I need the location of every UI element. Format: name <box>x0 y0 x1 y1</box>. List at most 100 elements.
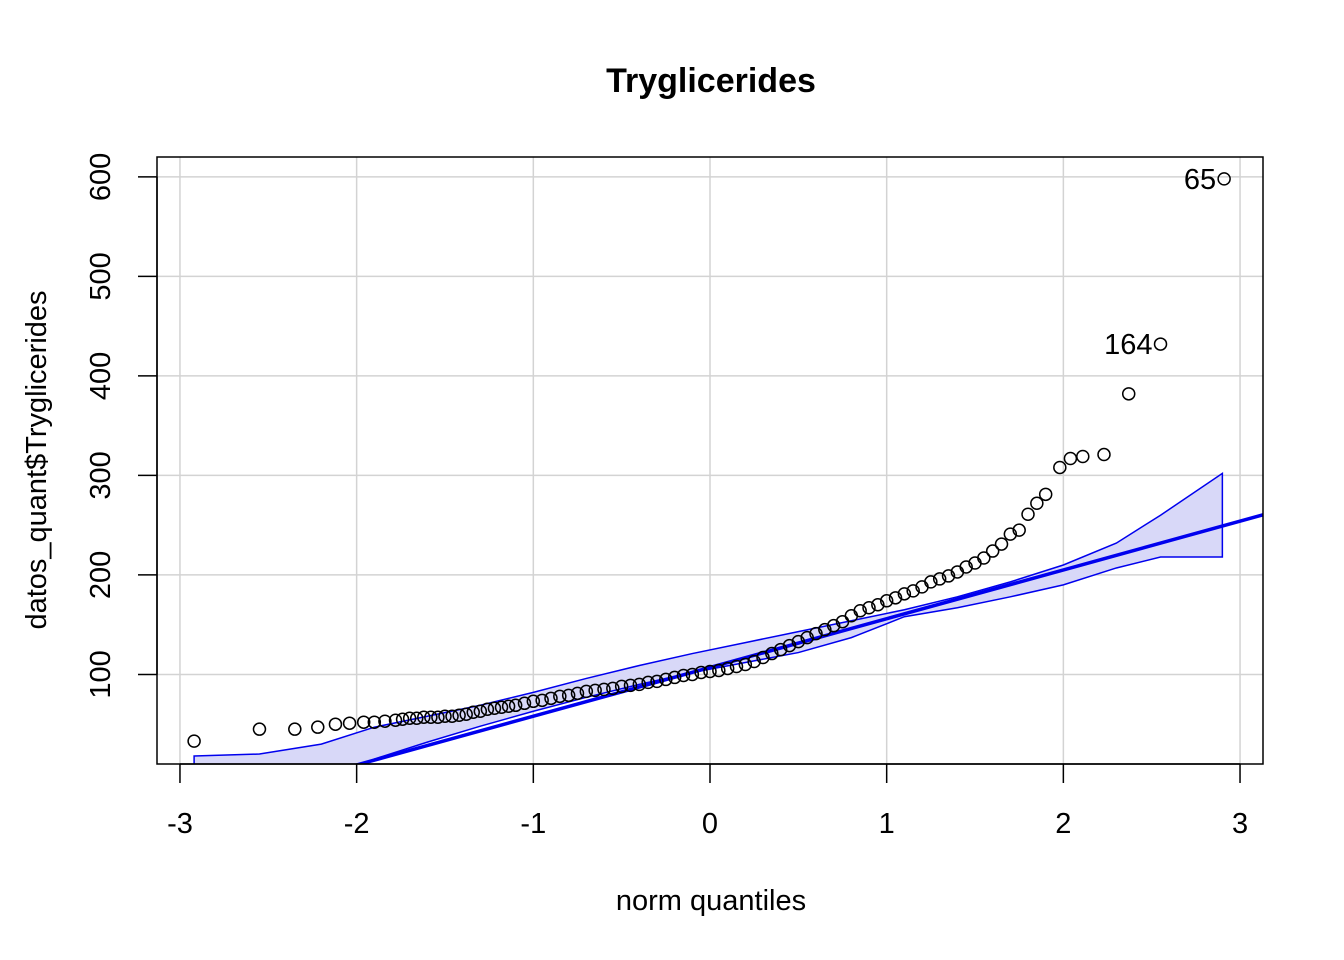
data-point <box>402 711 417 725</box>
data-point <box>459 707 473 721</box>
data-point <box>431 710 445 724</box>
data-point <box>932 572 947 586</box>
x-tick-label: -1 <box>520 808 546 840</box>
data-point <box>526 694 541 709</box>
y-tick-label: 400 <box>85 352 117 400</box>
data-point <box>712 663 726 678</box>
data-point <box>1030 496 1044 511</box>
data-point <box>597 682 611 697</box>
data-point <box>897 587 912 601</box>
data-point <box>941 569 956 583</box>
data-point <box>445 709 459 723</box>
data-point <box>378 714 392 728</box>
data-point <box>773 642 788 657</box>
x-tick-label: 2 <box>1055 808 1071 840</box>
data-point <box>328 717 343 731</box>
data-point <box>1097 447 1111 462</box>
envelope-band <box>193 472 1224 764</box>
data-point <box>395 712 410 726</box>
data-point <box>703 664 717 679</box>
data-point <box>288 722 302 736</box>
data-point <box>1038 487 1053 502</box>
data-point <box>694 665 708 680</box>
data-point <box>879 594 894 608</box>
data-point <box>367 715 382 729</box>
data-point <box>606 681 620 696</box>
chart-title: Tryglicerides <box>606 62 816 100</box>
point-labels: 65 164 <box>1104 164 1216 361</box>
data-point <box>466 705 481 720</box>
y-axis: 100 200 300 400 500 600 <box>85 153 158 699</box>
data-point <box>800 630 814 645</box>
data-point <box>588 683 602 698</box>
data-point <box>409 711 424 725</box>
data-point <box>311 720 325 734</box>
y-tick-label: 600 <box>85 153 117 201</box>
y-tick-label: 200 <box>85 551 117 599</box>
data-point <box>791 634 806 649</box>
data-point <box>579 684 594 699</box>
grid <box>157 157 1263 764</box>
data-point <box>508 698 523 713</box>
data-point <box>765 646 779 661</box>
data-point <box>1153 337 1168 351</box>
data-point <box>1053 460 1067 475</box>
data-point <box>388 713 403 727</box>
reference-line <box>353 513 1263 764</box>
data-point <box>667 670 682 685</box>
data-point <box>1003 527 1018 541</box>
data-point <box>888 591 903 605</box>
x-tick-label: 0 <box>702 808 718 840</box>
point-label: 164 <box>1104 329 1152 361</box>
data-point <box>977 551 991 565</box>
x-tick-label: 1 <box>879 808 895 840</box>
data-point <box>501 699 516 714</box>
data-point <box>342 716 357 730</box>
point-label: 65 <box>1184 164 1216 196</box>
data-point <box>452 708 466 722</box>
data-point <box>473 704 488 719</box>
data-points <box>187 172 1231 748</box>
data-point <box>252 722 267 736</box>
data-point <box>826 618 841 633</box>
data-point <box>747 654 761 669</box>
data-point <box>959 560 973 574</box>
data-point <box>862 601 876 615</box>
x-axis-label: norm quantiles <box>616 885 806 917</box>
data-point <box>738 657 753 672</box>
data-point <box>356 715 371 729</box>
data-point <box>632 677 647 692</box>
data-point <box>676 668 691 683</box>
data-point <box>1121 387 1136 401</box>
data-point <box>853 604 867 618</box>
data-point <box>417 710 431 724</box>
data-point <box>623 678 638 693</box>
data-point <box>650 674 664 689</box>
y-tick-label: 300 <box>85 451 117 499</box>
data-point <box>544 691 558 706</box>
data-point <box>438 709 452 723</box>
y-tick-label: 100 <box>85 650 117 698</box>
data-point <box>1063 451 1078 466</box>
data-point <box>659 672 673 687</box>
data-point <box>844 608 859 623</box>
data-point <box>729 659 744 674</box>
data-point <box>614 679 629 694</box>
x-tick-label: 3 <box>1232 808 1248 840</box>
data-point <box>480 702 495 717</box>
y-axis-label: datos_quant$Tryglicerides <box>21 290 53 629</box>
reference-line-group <box>353 513 1263 764</box>
data-point <box>1076 449 1090 464</box>
data-point <box>561 688 576 703</box>
data-point <box>782 638 797 653</box>
data-point <box>906 584 920 598</box>
y-tick-label: 500 <box>85 252 117 300</box>
x-tick-label: -2 <box>344 808 370 840</box>
data-point <box>685 667 700 682</box>
confidence-envelope <box>193 472 1224 764</box>
data-point <box>187 734 201 748</box>
data-point <box>1012 523 1026 537</box>
data-point <box>994 537 1009 551</box>
data-point <box>535 693 549 708</box>
